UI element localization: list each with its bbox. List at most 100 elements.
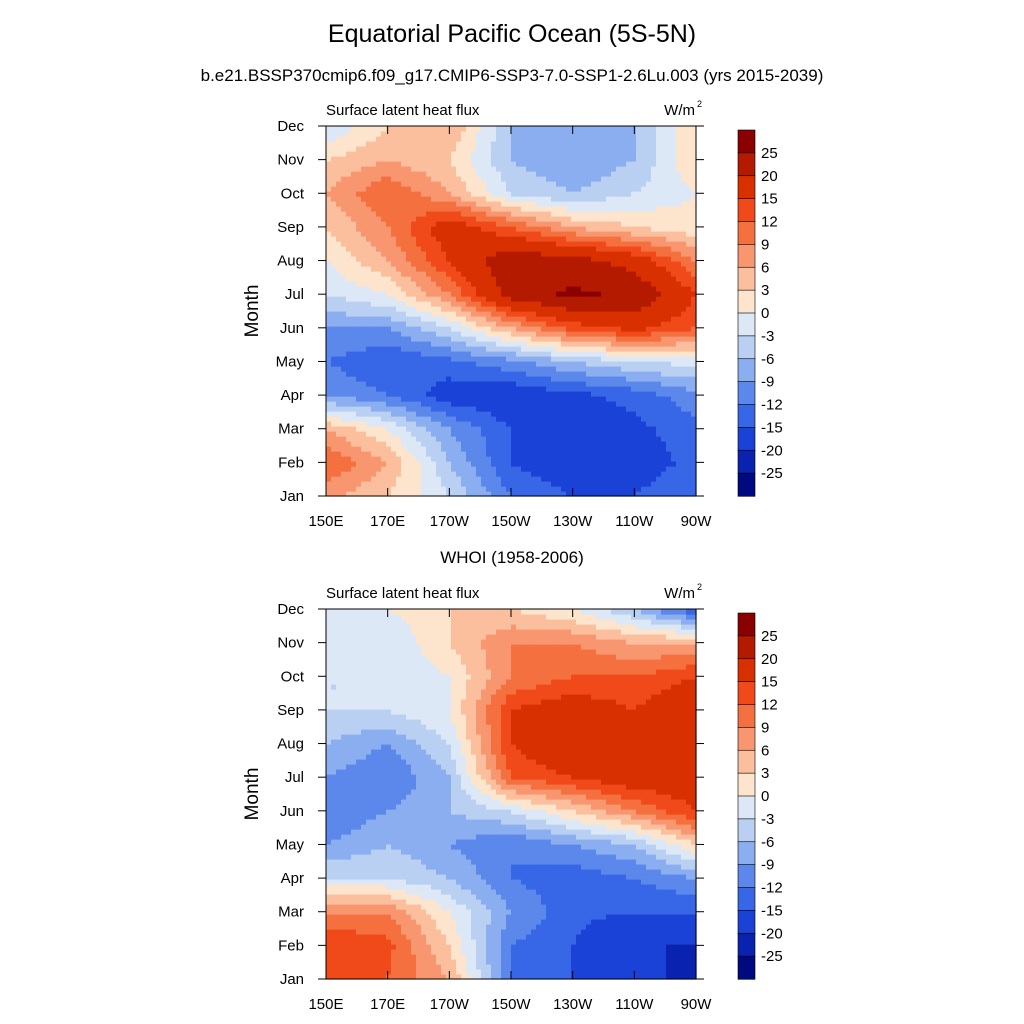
heatmap-cell [371, 191, 377, 197]
heatmap-cell [541, 161, 547, 167]
heatmap-cell [546, 366, 552, 372]
heatmap-cell [376, 381, 382, 387]
heatmap-cell [596, 356, 602, 362]
heatmap-cell [671, 326, 677, 332]
heatmap-cell [446, 261, 452, 267]
heatmap-cell [606, 191, 612, 197]
heatmap-cell [651, 161, 657, 167]
heatmap-cell [341, 476, 347, 482]
heatmap-cell [526, 181, 532, 187]
heatmap-cell [626, 276, 632, 282]
heatmap-cell [436, 491, 442, 497]
heatmap-cell [686, 376, 692, 382]
heatmap-cell [591, 421, 597, 427]
heatmap-cell [341, 216, 347, 222]
heatmap-cell [341, 301, 347, 307]
heatmap-cell [396, 256, 402, 262]
heatmap-cell [331, 241, 337, 247]
heatmap-cell [596, 206, 602, 212]
heatmap-cell [541, 316, 547, 322]
heatmap-cell [446, 156, 452, 162]
heatmap-cell [671, 411, 677, 417]
heatmap-cell [656, 371, 662, 377]
heatmap-cell [421, 361, 427, 367]
heatmap-cell [576, 366, 582, 372]
heatmap-cell [691, 356, 697, 362]
heatmap-cell [576, 326, 582, 332]
heatmap-cell [416, 406, 422, 412]
heatmap-cell [481, 331, 487, 337]
heatmap-cell [401, 336, 407, 342]
heatmap-cell [366, 156, 372, 162]
heatmap-cell [391, 436, 397, 442]
heatmap-cell [366, 491, 372, 497]
heatmap-cell [326, 191, 332, 197]
heatmap-cell [546, 336, 552, 342]
heatmap-cell [431, 256, 437, 262]
heatmap-cell [346, 361, 352, 367]
heatmap-cell [336, 186, 342, 192]
heatmap-cell [636, 296, 642, 302]
heatmap-cell [481, 236, 487, 242]
heatmap-cell [621, 316, 627, 322]
heatmap-cell [666, 306, 672, 312]
heatmap-cell [611, 281, 617, 287]
heatmap-cell [581, 166, 587, 172]
heatmap-cell [436, 471, 442, 477]
heatmap-cell [451, 456, 457, 462]
heatmap-cell [471, 261, 477, 267]
heatmap-cell [371, 461, 377, 467]
heatmap-cell [661, 316, 667, 322]
heatmap-cell [506, 181, 512, 187]
heatmap-cell [451, 396, 457, 402]
heatmap-cell [521, 481, 527, 487]
heatmap-cell [471, 181, 477, 187]
heatmap-cell [661, 386, 667, 392]
heatmap-cell [506, 281, 512, 287]
heatmap-cell [561, 406, 567, 412]
heatmap-cell [546, 266, 552, 272]
heatmap-cell [601, 481, 607, 487]
heatmap-cell [481, 301, 487, 307]
heatmap-cell [651, 411, 657, 417]
heatmap-cell [416, 436, 422, 442]
heatmap-cell [441, 421, 447, 427]
heatmap-cell [396, 381, 402, 387]
heatmap-cell [386, 256, 392, 262]
heatmap-cell [691, 176, 697, 182]
heatmap-cell [466, 341, 472, 347]
heatmap-cell [346, 421, 352, 427]
heatmap-cell [381, 186, 387, 192]
heatmap-cell [356, 471, 362, 477]
heatmap-cell [691, 181, 697, 187]
heatmap-cell [416, 391, 422, 397]
heatmap-cell [341, 196, 347, 202]
heatmap-cell [666, 381, 672, 387]
heatmap-cell [586, 186, 592, 192]
heatmap-cell [686, 401, 692, 407]
heatmap-cell [541, 486, 547, 492]
heatmap-cell [421, 436, 427, 442]
heatmap-cell [601, 311, 607, 317]
heatmap-cell [676, 386, 682, 392]
heatmap-cell [436, 486, 442, 492]
heatmap-cell [676, 391, 682, 397]
heatmap-cell [401, 221, 407, 227]
heatmap-cell [686, 356, 692, 362]
heatmap-cell [676, 426, 682, 432]
heatmap-cell [376, 421, 382, 427]
heatmap-cell [431, 446, 437, 452]
heatmap-cell [356, 331, 362, 337]
heatmap-cell [671, 346, 677, 352]
heatmap-cell [641, 481, 647, 487]
heatmap-cell [421, 371, 427, 377]
heatmap-cell [496, 421, 502, 427]
heatmap-cell [501, 401, 507, 407]
heatmap-cell [381, 261, 387, 267]
heatmap-cell [371, 341, 377, 347]
heatmap-cell [666, 471, 672, 477]
heatmap-cell [551, 281, 557, 287]
heatmap-cell [391, 381, 397, 387]
heatmap-cell [346, 306, 352, 312]
heatmap-cell [491, 396, 497, 402]
